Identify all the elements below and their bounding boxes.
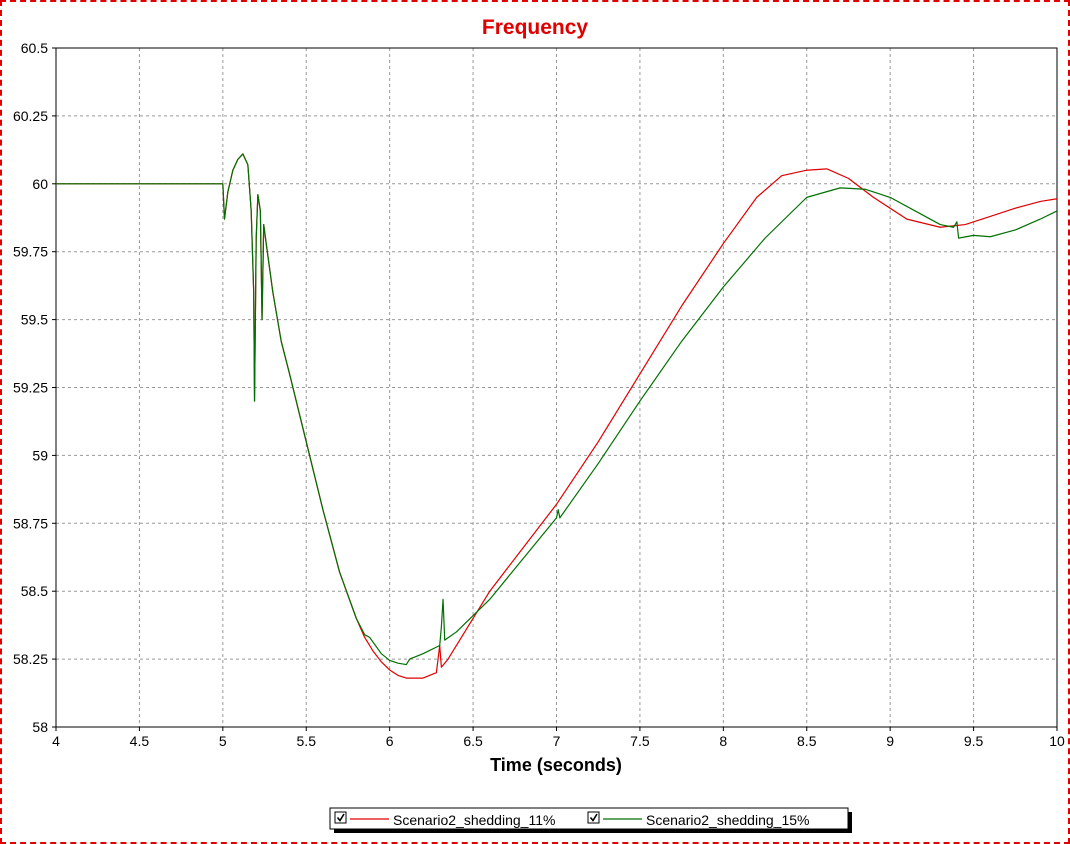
y-tick-label: 59.75 <box>13 244 48 260</box>
x-tick-label: 5.5 <box>297 733 317 749</box>
legend-checkbox-1[interactable] <box>587 811 600 824</box>
series-line-1 <box>56 153 1058 666</box>
x-tick-label: 9.5 <box>964 733 984 749</box>
y-tick-label: 58.5 <box>21 583 48 599</box>
x-axis-label: Time (seconds) <box>490 755 622 775</box>
x-tick-label: 4 <box>52 733 60 749</box>
y-tick-label: 60 <box>32 176 48 192</box>
y-tick-label: 58.75 <box>13 515 48 531</box>
x-tick-label: 8.5 <box>797 733 817 749</box>
y-tick-label: 59.25 <box>13 380 48 396</box>
x-tick-label: 8 <box>719 733 727 749</box>
y-tick-label: 59 <box>32 447 48 463</box>
checkmark-icon <box>589 813 598 822</box>
legend-label-1: Scenario2_shedding_15% <box>646 812 809 828</box>
y-tick-label: 58.25 <box>13 651 48 667</box>
x-tick-label: 5 <box>219 733 227 749</box>
legend-checkbox-0[interactable] <box>334 811 347 824</box>
x-tick-label: 6 <box>386 733 394 749</box>
legend: Scenario2_shedding_11% Scenario2_sheddin… <box>329 807 852 833</box>
checkmark-icon <box>336 813 345 822</box>
y-tick-label: 60.5 <box>21 40 48 56</box>
legend-item-1[interactable]: Scenario2_shedding_15% <box>587 811 809 828</box>
chart-title: Frequency <box>482 16 589 39</box>
y-tick-label: 58 <box>32 719 48 735</box>
x-tick-label: 7.5 <box>630 733 650 749</box>
x-tick-label: 6.5 <box>463 733 483 749</box>
y-tick-label: 60.25 <box>13 108 48 124</box>
x-tick-label: 10 <box>1049 733 1065 749</box>
series-layer <box>56 153 1058 679</box>
y-tick-label: 59.5 <box>21 312 48 328</box>
x-tick-label: 7 <box>553 733 561 749</box>
grid-lines <box>56 48 1057 727</box>
x-tick-label: 9 <box>886 733 894 749</box>
legend-label-0: Scenario2_shedding_11% <box>393 812 555 828</box>
x-tick-label: 4.5 <box>130 733 150 749</box>
legend-item-0[interactable]: Scenario2_shedding_11% <box>334 811 555 828</box>
axis-ticks: 4 4.5 5 5.5 6 6.5 7 7.5 8 8.5 9 9.5 10 58 58.25 58.5 58.… <box>13 40 1065 749</box>
